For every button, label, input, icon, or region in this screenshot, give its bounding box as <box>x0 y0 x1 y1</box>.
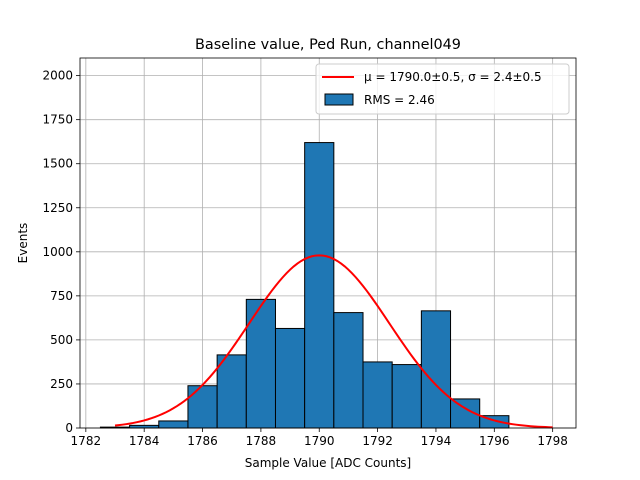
y-tick-label: 1000 <box>42 245 73 259</box>
y-tick-label: 0 <box>65 421 73 435</box>
histogram-bar <box>304 142 335 429</box>
x-tick-label: 1792 <box>362 434 393 448</box>
legend-fit-label: μ = 1790.0±0.5, σ = 2.4±0.5 <box>364 70 542 84</box>
y-axis-title: Events <box>16 223 30 264</box>
x-tick-label: 1782 <box>71 434 102 448</box>
gaussian-fit-curve <box>114 254 553 429</box>
histogram-bar <box>450 398 481 429</box>
legend-hist-label: RMS = 2.46 <box>364 93 435 107</box>
histogram-bar <box>274 327 306 429</box>
legend: μ = 1790.0±0.5, σ = 2.4±0.5 RMS = 2.46 <box>315 63 570 115</box>
plot-area-frame <box>79 57 577 429</box>
y-tick-label: 2000 <box>42 69 73 83</box>
x-tick-label: 1796 <box>479 434 510 448</box>
x-tick-label: 1788 <box>246 434 277 448</box>
x-tick-label: 1786 <box>187 434 218 448</box>
x-axis-ticks: 1782 1784 1786 1788 1790 1792 1794 1796 1798 <box>71 428 568 448</box>
legend-hist-swatch <box>324 93 354 106</box>
x-tick-label: 1790 <box>304 434 335 448</box>
histogram-bar <box>245 298 276 429</box>
histogram-bar <box>187 385 218 429</box>
y-tick-label: 1750 <box>42 113 73 127</box>
histogram-bar <box>391 364 422 429</box>
x-tick-label: 1794 <box>421 434 452 448</box>
histogram-bar <box>158 420 189 429</box>
y-axis-ticks: 0 250 500 750 1000 1250 1500 1750 2000 <box>42 69 80 435</box>
histogram-bar <box>216 354 247 429</box>
histogram-bar <box>333 312 364 429</box>
histogram-bar <box>362 361 393 429</box>
x-axis-title: Sample Value [ADC Counts] <box>245 456 411 470</box>
x-tick-label: 1784 <box>129 434 160 448</box>
y-tick-label: 500 <box>50 333 73 347</box>
x-tick-label: 1798 <box>537 434 568 448</box>
y-tick-label: 750 <box>50 289 73 303</box>
chart-title: Baseline value, Ped Run, channel049 <box>195 37 461 53</box>
y-tick-label: 1500 <box>42 157 73 171</box>
y-tick-label: 1250 <box>42 201 73 215</box>
legend-box <box>315 63 570 115</box>
histogram-bar <box>420 310 452 429</box>
y-tick-label: 250 <box>50 377 73 391</box>
